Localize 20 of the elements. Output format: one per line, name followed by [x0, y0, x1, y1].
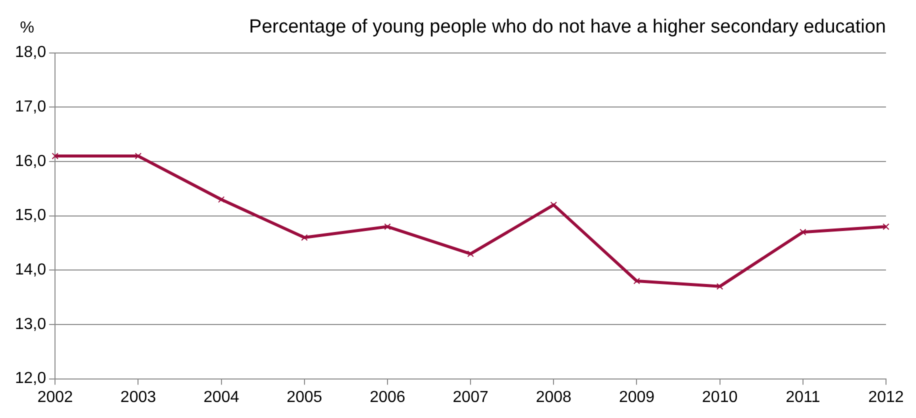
y-tick-label: 13,0	[15, 316, 46, 333]
x-tick-label: 2010	[702, 388, 738, 406]
x-tick-label: 2005	[286, 388, 322, 406]
x-tick-label: 2009	[618, 388, 655, 406]
x-tick-label: 2008	[536, 388, 572, 406]
y-axis-title: %	[20, 19, 34, 36]
y-tick-label: 12,0	[15, 370, 46, 388]
x-tick-label: 2006	[370, 388, 406, 406]
x-tick-label: 2003	[120, 388, 156, 406]
y-tick-label: 14,0	[15, 262, 46, 279]
y-tick-label: 18,0	[15, 44, 46, 62]
x-tick-label: 2007	[452, 388, 488, 406]
y-tick-label: 17,0	[15, 98, 46, 116]
y-tick-label: 15,0	[15, 207, 46, 224]
x-tick-label: 2011	[786, 388, 820, 406]
x-tick-label: 2012	[868, 388, 904, 406]
chart-title: Percentage of young people who do not have a higher secondary education	[249, 16, 886, 38]
x-tick-label: 2004	[204, 388, 240, 406]
x-tick-label: 2002	[37, 388, 74, 406]
y-tick-label: 16,0	[15, 152, 46, 170]
